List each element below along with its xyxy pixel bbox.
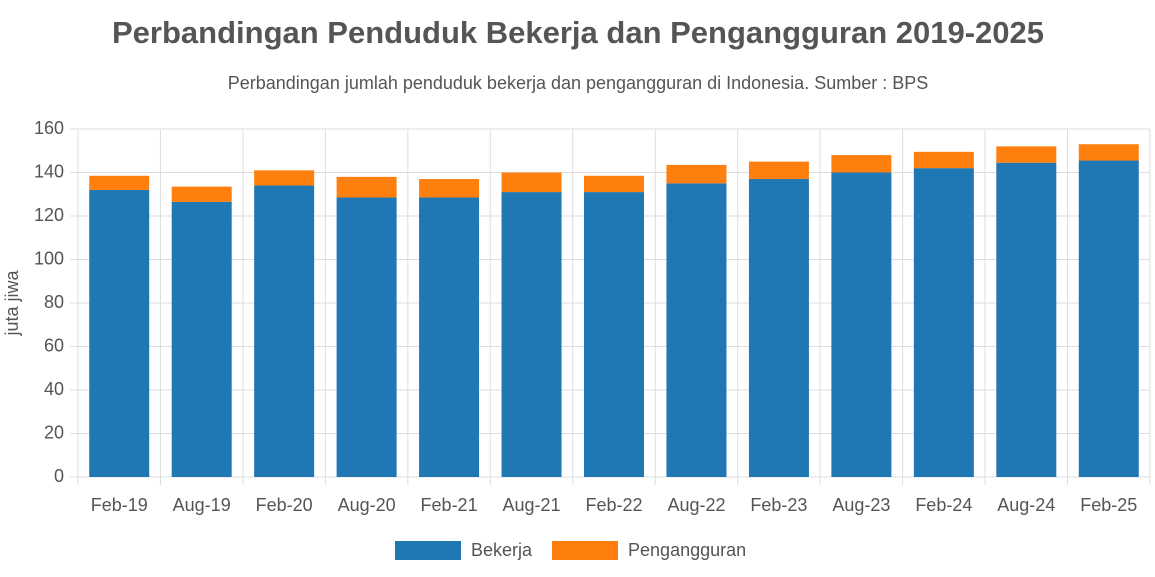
bar-segment [171,201,232,478]
bar-segment [996,162,1057,477]
bar-segment [501,192,562,477]
y-tick-label: 140 [34,161,64,181]
legend-swatch [552,541,619,560]
bar-segment [89,175,150,190]
y-tick-label: 160 [34,118,64,138]
x-tick-label: Feb-24 [915,495,972,515]
x-tick-label: Feb-21 [421,495,478,515]
bar-segment [254,185,315,478]
y-tick-label: 20 [44,422,64,442]
y-tick-label: 80 [44,292,64,312]
x-tick-label: Feb-22 [585,495,642,515]
bar-segment [419,197,480,477]
bar-segment [996,146,1057,163]
y-axis-label: juta jiwa [2,269,22,336]
x-tick-label: Aug-20 [338,495,396,515]
bar-segment [254,170,315,186]
x-tick-label: Aug-21 [503,495,561,515]
bar-segment [171,186,232,202]
y-tick-label: 100 [34,248,64,268]
y-tick-label: 120 [34,205,64,225]
x-tick-label: Aug-24 [997,495,1055,515]
x-tick-label: Feb-20 [256,495,313,515]
bar-segment [584,175,644,193]
legend-label: Bekerja [471,540,533,560]
x-tick-label: Feb-19 [91,495,148,515]
x-tick-label: Feb-25 [1080,495,1137,515]
x-tick-label: Aug-23 [832,495,890,515]
bar-segment [913,168,974,477]
bar-segment [1078,160,1139,477]
y-tick-label: 0 [54,466,64,486]
chart-subtitle: Perbandingan jumlah penduduk bekerja dan… [228,73,929,93]
x-tick-label: Feb-23 [750,495,807,515]
bar-segment [336,176,397,198]
legend-swatch [395,541,461,560]
legend-label: Pengangguran [628,540,746,560]
bar-segment [501,172,562,193]
bar-segment [336,197,397,477]
chart-title: Perbandingan Penduduk Bekerja dan Pengan… [112,15,1044,50]
y-tick-label: 40 [44,379,64,399]
bar-segment [666,183,727,477]
bar-segment [748,179,809,477]
bar-segment [419,179,480,198]
bar-segment [584,192,644,477]
bar-segment [831,155,892,173]
x-tick-label: Aug-22 [667,495,725,515]
bar-segment [89,189,150,477]
bar-segment [913,151,974,169]
x-tick-label: Aug-19 [173,495,231,515]
bar-segment [1078,144,1139,161]
y-tick-label: 60 [44,335,64,355]
bar-segment [831,172,892,477]
bar-segment [748,161,809,180]
bar-segment [666,164,727,184]
